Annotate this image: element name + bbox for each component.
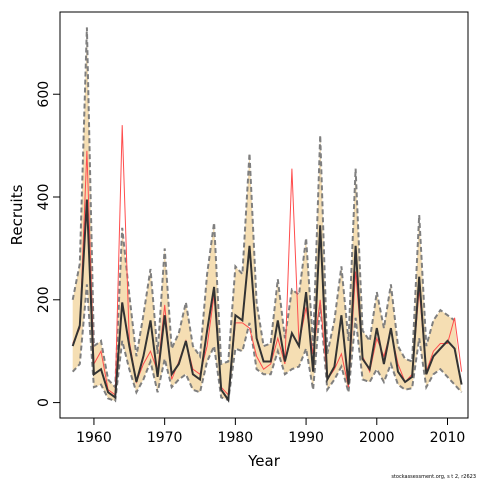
y-tick-label: 600	[36, 81, 52, 108]
y-tick-label: 200	[36, 286, 52, 313]
footnote: stockassessment.org, s t 2, r2623	[391, 474, 476, 480]
y-tick-label: 400	[36, 184, 52, 211]
x-tick-label: 1980	[218, 430, 254, 446]
y-tick-label: 0	[36, 398, 52, 407]
x-tick-label: 2000	[359, 430, 395, 446]
lower-bound-line	[71, 284, 463, 403]
y-axis-title: Recruits	[8, 184, 26, 245]
plot-frame	[59, 11, 469, 419]
x-tick-label: 1960	[76, 430, 112, 446]
estimate-line	[71, 199, 463, 403]
y-axis: 0 200 400 600	[36, 81, 60, 407]
x-tick-label: 1970	[147, 430, 183, 446]
x-tick-label: 2010	[430, 430, 466, 446]
x-axis: 1960 1970 1980 1990 2000 2010	[76, 418, 465, 446]
x-tick-label: 1990	[288, 430, 324, 446]
plot-area	[71, 27, 463, 403]
upper-bound-line	[71, 27, 456, 390]
x-axis-title: Year	[247, 452, 281, 470]
